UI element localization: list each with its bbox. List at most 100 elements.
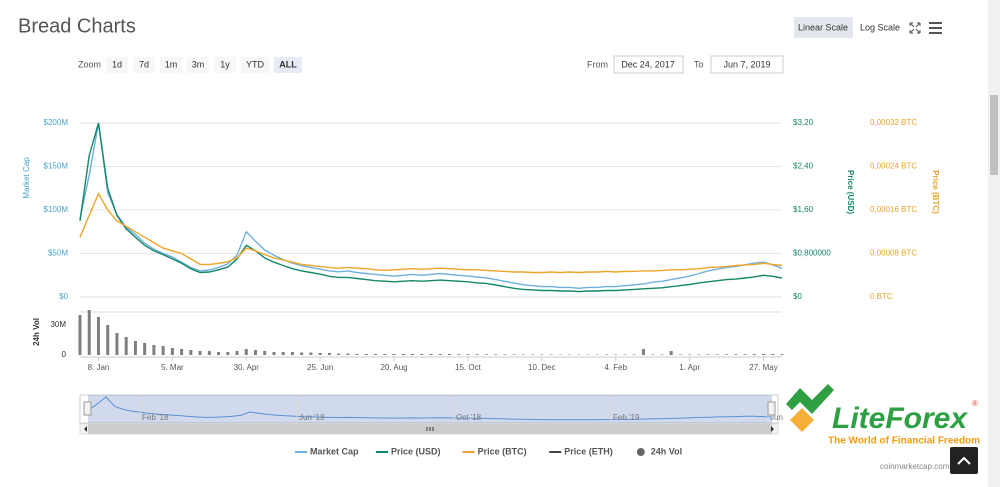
volume-bar (207, 351, 211, 355)
zoom-button-label[interactable]: ALL (279, 59, 297, 69)
volume-bar (355, 354, 359, 355)
zoom-button[interactable] (133, 57, 155, 73)
zoom-button[interactable] (160, 57, 182, 73)
volume-bar (272, 352, 276, 355)
y2-axis-title: Price (USD) (846, 170, 855, 214)
linear-scale-label[interactable]: Linear Scale (798, 22, 848, 32)
volume-bar (743, 354, 747, 355)
to-value[interactable]: Jun 7, 2019 (723, 59, 770, 69)
zoom-button[interactable] (106, 57, 128, 73)
volume-bar (651, 354, 655, 355)
zoom-button-label[interactable]: YTD (246, 59, 265, 69)
volume-bar (235, 351, 239, 355)
series-line (79, 192, 783, 274)
legend-label[interactable]: 24h Vol (651, 446, 682, 456)
series-line (79, 122, 783, 293)
to-input[interactable] (710, 55, 784, 74)
tick-label: 0,00032 BTC (870, 118, 917, 127)
volume-bar (87, 310, 91, 355)
page-scrollbar (988, 0, 1000, 487)
zoom-button[interactable] (274, 57, 302, 73)
volume-bar (531, 354, 535, 355)
navigator-label: Feb '19 (613, 413, 640, 422)
volume-bar (300, 352, 304, 355)
tick-label: $2,40 (793, 162, 814, 171)
volume-bar (392, 354, 396, 355)
volume-bar (762, 354, 766, 355)
volume-bar (549, 354, 553, 355)
volume-bar (457, 354, 461, 355)
volume-bar (411, 354, 415, 355)
legend-label[interactable]: Price (ETH) (564, 446, 613, 456)
series-line (79, 122, 783, 290)
volume-bar (226, 352, 230, 355)
scrollbar-grip (426, 427, 434, 431)
volume-bar (263, 351, 267, 355)
volume-bar (512, 354, 516, 355)
volume-bar (161, 346, 165, 355)
zoom-button-label[interactable]: 3m (192, 59, 205, 69)
tick-label: 0,00016 BTC (870, 205, 917, 214)
menu-icon[interactable] (929, 22, 942, 34)
volume-bar (401, 354, 405, 355)
tick-label: 0,00024 BTC (870, 162, 917, 171)
volume-bar (383, 354, 387, 355)
volume-bar (309, 352, 313, 355)
legend-symbol (636, 448, 645, 456)
x-tick-label: 8. Jan (88, 363, 110, 372)
navigator: Feb '18 Jun '18 Oct '18 Feb '19 Jun (87, 395, 783, 423)
zoom-button[interactable] (214, 57, 236, 73)
zoom-button-label[interactable]: 1y (220, 59, 230, 69)
tick-label: $0,800000 (793, 249, 831, 258)
volume-bar (327, 353, 331, 355)
volume-bar (318, 353, 322, 355)
navigator-handle-right[interactable] (767, 401, 776, 416)
zoom-button-label[interactable]: 1m (165, 59, 178, 69)
log-scale-label[interactable]: Log Scale (860, 22, 900, 32)
linear-scale-button[interactable] (794, 17, 853, 38)
volume-bar (364, 354, 368, 355)
x-tick-label: 10. Dec (528, 363, 556, 372)
from-value[interactable]: Dec 24, 2017 (621, 59, 675, 69)
vol-axis-title: 24h Vol (32, 318, 41, 346)
from-label: From (587, 59, 608, 69)
zoom-label: Zoom (78, 59, 101, 69)
volume-bar (632, 354, 636, 355)
page-scrollbar-thumb[interactable] (990, 95, 998, 175)
navigator-handle-left[interactable] (83, 401, 92, 416)
volume-bar (623, 354, 627, 355)
x-tick-label: 4. Feb (604, 363, 627, 372)
volume-bar (124, 337, 128, 355)
legend-label[interactable]: Price (USD) (391, 446, 441, 456)
watermark-tagline: The World of Financial Freedom (828, 436, 980, 447)
zoom-button-label[interactable]: 7d (139, 59, 149, 69)
volume-bar (96, 317, 100, 355)
legend-label[interactable]: Market Cap (310, 446, 359, 456)
volume-bar (429, 354, 433, 355)
y-axis-title: Market Cap (22, 157, 31, 199)
volume-bar (521, 354, 525, 355)
credit: coinmarketcap.com (880, 462, 950, 471)
volume-bar (78, 315, 82, 355)
zoom-button[interactable] (187, 57, 209, 73)
zoom-button[interactable] (241, 57, 269, 73)
navigator-label: Oct '18 (456, 413, 482, 422)
navigator-label: Jun '18 (299, 413, 325, 422)
fullscreen-icon[interactable] (909, 22, 921, 34)
x-tick-label: 30. Apr (234, 363, 260, 372)
back-to-top[interactable] (950, 447, 978, 474)
volume-bar (605, 354, 608, 355)
volume-bar (641, 349, 645, 355)
volume-bar (678, 354, 682, 355)
volume-bar (614, 354, 618, 355)
zoom-button-label[interactable]: 1d (112, 59, 122, 69)
volume-bar (475, 354, 479, 355)
volume-bar (290, 352, 294, 355)
volume-bar (337, 353, 341, 355)
volume-bar (143, 343, 147, 355)
volume-bar (447, 354, 451, 355)
legend-label[interactable]: Price (BTC) (478, 446, 527, 456)
volume-bar (115, 333, 119, 355)
legend: Market Cap Price (USD) Price (BTC) Price (E… (295, 446, 682, 456)
from-input[interactable] (613, 55, 684, 74)
